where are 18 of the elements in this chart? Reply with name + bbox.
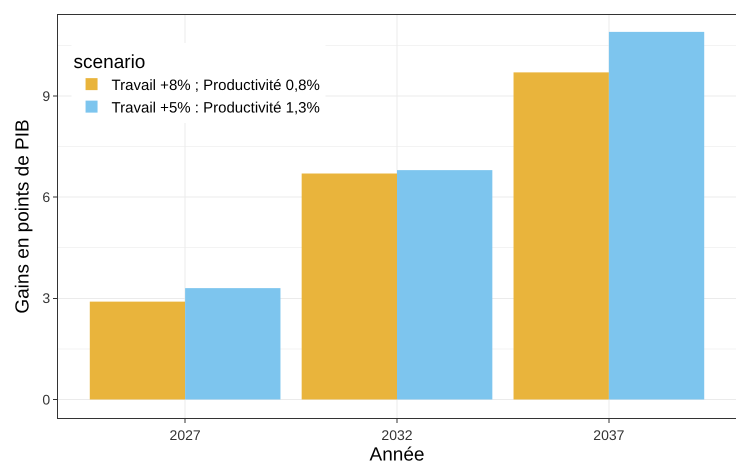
y-tick-label: 0 xyxy=(42,391,50,408)
y-tick-label: 3 xyxy=(42,290,50,306)
y-axis-title: Gains en points de PIB xyxy=(12,119,34,314)
legend-title: scenario xyxy=(74,52,146,73)
legend-label: Travail +8% ; Productivité 0,8% xyxy=(112,77,320,94)
y-tick-label: 6 xyxy=(42,189,50,206)
x-tick-label: 2032 xyxy=(381,426,413,443)
bar xyxy=(185,288,280,400)
bar xyxy=(397,170,492,400)
bar xyxy=(302,174,397,400)
y-tick-label: 9 xyxy=(42,88,50,104)
legend-label: Travail +5% : Productivité 1,3% xyxy=(112,100,320,117)
x-axis-title: Année xyxy=(370,444,424,466)
bar xyxy=(514,72,609,400)
x-tick-label: 2037 xyxy=(593,426,625,443)
bar xyxy=(608,32,704,400)
bar xyxy=(90,302,186,400)
x-tick-label: 2027 xyxy=(170,426,201,443)
